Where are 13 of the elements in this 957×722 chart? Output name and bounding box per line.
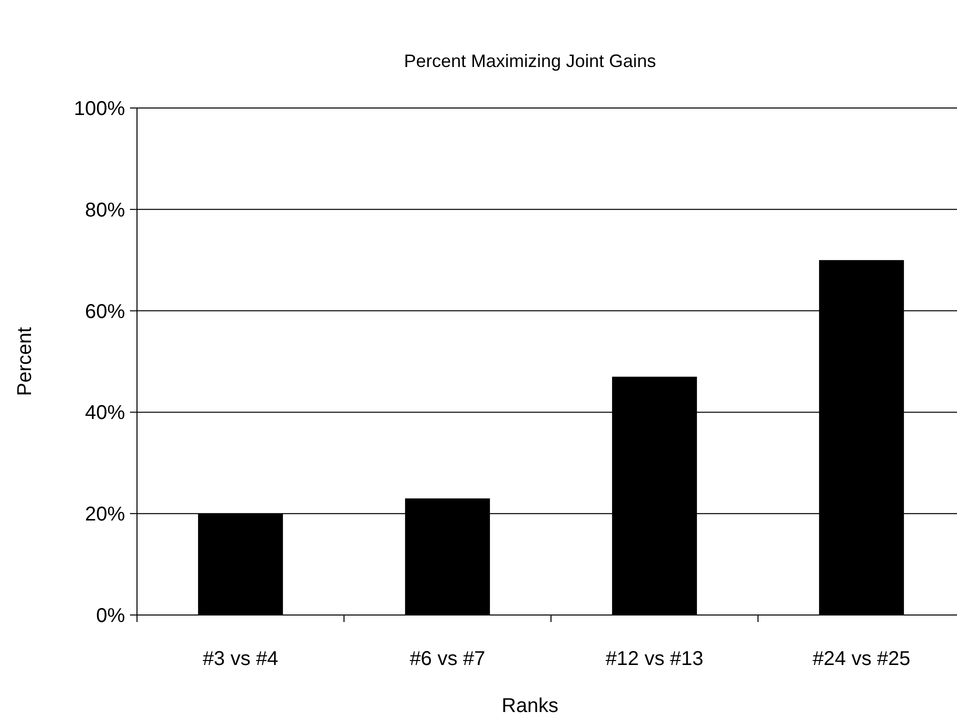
y-tick-label: 100%	[74, 98, 126, 120]
x-tick-label: #3 vs #4	[202, 648, 278, 670]
y-tick-label: 40%	[84, 402, 126, 424]
y-tick-label: 20%	[84, 504, 126, 526]
y-tick-label: 60%	[84, 300, 126, 323]
x-tick-label: #6 vs #7	[410, 648, 486, 670]
y-axis-title: Percent	[14, 326, 36, 396]
x-axis-title: Ranks	[502, 695, 558, 717]
y-tick-label: 80%	[84, 199, 126, 222]
x-tick-label: #24 vs #25	[812, 648, 910, 670]
chart-title: Percent Maximizing Joint Gains	[404, 51, 656, 71]
y-tick-label: 0%	[96, 605, 126, 627]
x-tick-label: #12 vs #13	[606, 648, 704, 670]
